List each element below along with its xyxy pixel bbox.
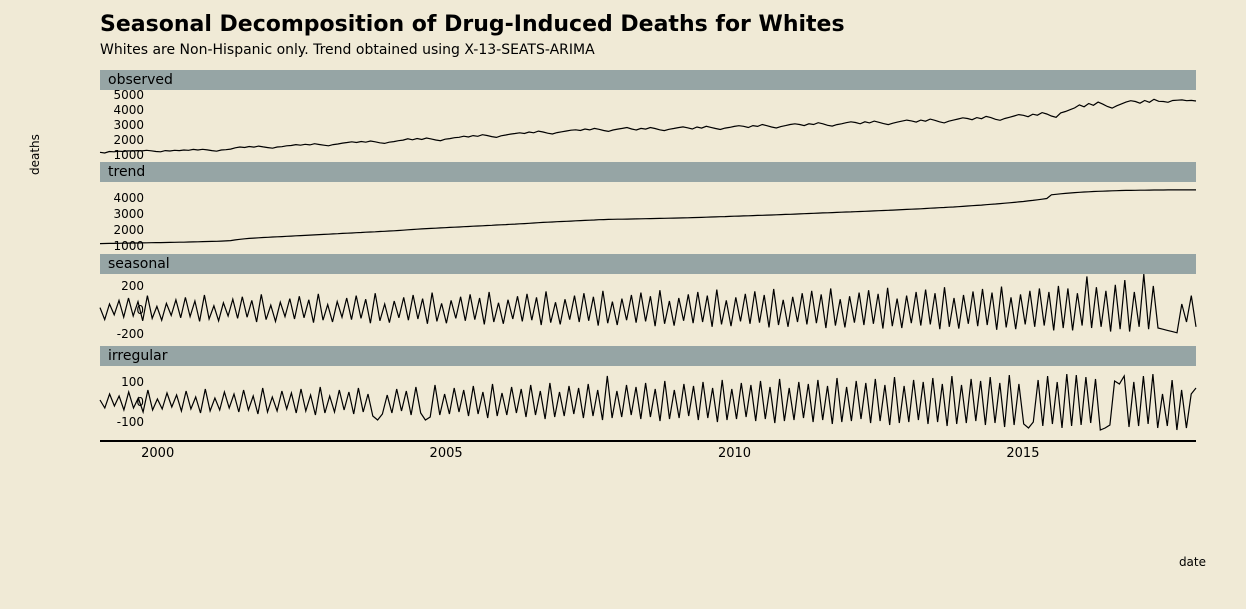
xtick-label: 2000 xyxy=(141,446,174,461)
ytick-label: 0 xyxy=(84,396,144,408)
panel-trend: trend xyxy=(100,162,1196,254)
panel-header-seasonal: seasonal xyxy=(100,254,1196,274)
xtick-label: 2015 xyxy=(1006,446,1039,461)
series-line-observed xyxy=(100,99,1196,153)
x-axis-label: date xyxy=(1179,555,1206,569)
series-line-seasonal xyxy=(100,274,1196,333)
ytick-label: 3000 xyxy=(84,119,144,131)
panel-plot-trend xyxy=(100,182,1196,254)
ytick-label: 100 xyxy=(84,376,144,388)
panel-plot-irregular xyxy=(100,366,1196,438)
panel-header-observed: observed xyxy=(100,70,1196,90)
ytick-label: 1000 xyxy=(84,149,144,161)
panel-header-irregular: irregular xyxy=(100,346,1196,366)
panel-observed: observed xyxy=(100,70,1196,162)
series-line-irregular xyxy=(100,374,1196,430)
panel-plot-observed xyxy=(100,90,1196,162)
panel-plot-seasonal xyxy=(100,274,1196,346)
ytick-label: 1000 xyxy=(84,240,144,252)
ytick-label: 3000 xyxy=(84,208,144,220)
panel-irregular: irregular xyxy=(100,346,1196,438)
chart-container: Seasonal Decomposition of Drug-Induced D… xyxy=(0,0,1246,609)
panel-header-trend: trend xyxy=(100,162,1196,182)
ytick-label: 4000 xyxy=(84,192,144,204)
ytick-label: 200 xyxy=(84,280,144,292)
ytick-label: -200 xyxy=(84,328,144,340)
panel-seasonal: seasonal xyxy=(100,254,1196,346)
ytick-label: 2000 xyxy=(84,224,144,236)
chart-subtitle: Whites are Non-Hispanic only. Trend obta… xyxy=(100,42,595,58)
ytick-label: 5000 xyxy=(84,89,144,101)
ytick-label: 2000 xyxy=(84,134,144,146)
xtick-label: 2010 xyxy=(718,446,751,461)
ytick-label: 0 xyxy=(84,304,144,316)
y-axis-label: deaths xyxy=(28,134,42,175)
ytick-label: 4000 xyxy=(84,104,144,116)
chart-title: Seasonal Decomposition of Drug-Induced D… xyxy=(100,12,845,37)
ytick-label: -100 xyxy=(84,416,144,428)
x-axis-line xyxy=(100,440,1196,442)
series-line-trend xyxy=(100,190,1196,244)
xtick-label: 2005 xyxy=(430,446,463,461)
